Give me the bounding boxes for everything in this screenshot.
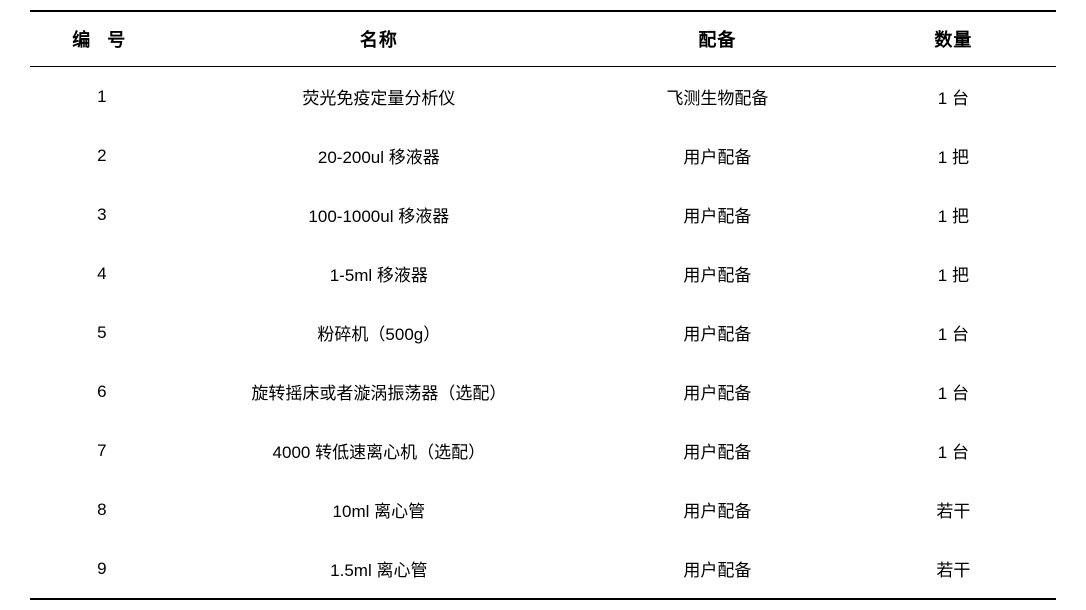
cell-equip: 用户配备 bbox=[584, 244, 851, 303]
cell-id: 3 bbox=[30, 185, 174, 244]
cell-id: 9 bbox=[30, 539, 174, 599]
col-header-id: 编 号 bbox=[30, 11, 174, 67]
col-header-equip: 配备 bbox=[584, 11, 851, 67]
cell-qty: 若干 bbox=[851, 480, 1056, 539]
cell-name: 4000 转低速离心机（选配） bbox=[174, 421, 584, 480]
cell-name: 1-5ml 移液器 bbox=[174, 244, 584, 303]
table-row: 5 粉碎机（500g） 用户配备 1 台 bbox=[30, 303, 1056, 362]
cell-qty: 1 把 bbox=[851, 185, 1056, 244]
cell-name: 粉碎机（500g） bbox=[174, 303, 584, 362]
table-row: 2 20-200ul 移液器 用户配备 1 把 bbox=[30, 126, 1056, 185]
cell-name: 旋转摇床或者漩涡振荡器（选配） bbox=[174, 362, 584, 421]
cell-name: 20-200ul 移液器 bbox=[174, 126, 584, 185]
table-row: 9 1.5ml 离心管 用户配备 若干 bbox=[30, 539, 1056, 599]
cell-id: 2 bbox=[30, 126, 174, 185]
cell-qty: 1 台 bbox=[851, 303, 1056, 362]
cell-equip: 飞测生物配备 bbox=[584, 67, 851, 127]
cell-qty: 若干 bbox=[851, 539, 1056, 599]
cell-equip: 用户配备 bbox=[584, 303, 851, 362]
cell-equip: 用户配备 bbox=[584, 185, 851, 244]
table-row: 4 1-5ml 移液器 用户配备 1 把 bbox=[30, 244, 1056, 303]
cell-id: 8 bbox=[30, 480, 174, 539]
table-header-row: 编 号 名称 配备 数量 bbox=[30, 11, 1056, 67]
cell-id: 6 bbox=[30, 362, 174, 421]
col-header-name: 名称 bbox=[174, 11, 584, 67]
cell-equip: 用户配备 bbox=[584, 421, 851, 480]
equipment-table: 编 号 名称 配备 数量 1 荧光免疫定量分析仪 飞测生物配备 1 台 2 20… bbox=[30, 10, 1056, 600]
cell-equip: 用户配备 bbox=[584, 126, 851, 185]
cell-id: 4 bbox=[30, 244, 174, 303]
cell-equip: 用户配备 bbox=[584, 539, 851, 599]
col-header-qty: 数量 bbox=[851, 11, 1056, 67]
cell-qty: 1 把 bbox=[851, 244, 1056, 303]
cell-qty: 1 台 bbox=[851, 421, 1056, 480]
table-row: 1 荧光免疫定量分析仪 飞测生物配备 1 台 bbox=[30, 67, 1056, 127]
cell-qty: 1 台 bbox=[851, 67, 1056, 127]
cell-qty: 1 台 bbox=[851, 362, 1056, 421]
table-row: 3 100-1000ul 移液器 用户配备 1 把 bbox=[30, 185, 1056, 244]
cell-equip: 用户配备 bbox=[584, 362, 851, 421]
cell-equip: 用户配备 bbox=[584, 480, 851, 539]
table-row: 7 4000 转低速离心机（选配） 用户配备 1 台 bbox=[30, 421, 1056, 480]
cell-id: 7 bbox=[30, 421, 174, 480]
cell-name: 10ml 离心管 bbox=[174, 480, 584, 539]
cell-name: 1.5ml 离心管 bbox=[174, 539, 584, 599]
cell-name: 荧光免疫定量分析仪 bbox=[174, 67, 584, 127]
table-row: 8 10ml 离心管 用户配备 若干 bbox=[30, 480, 1056, 539]
cell-qty: 1 把 bbox=[851, 126, 1056, 185]
cell-id: 1 bbox=[30, 67, 174, 127]
cell-id: 5 bbox=[30, 303, 174, 362]
table-row: 6 旋转摇床或者漩涡振荡器（选配） 用户配备 1 台 bbox=[30, 362, 1056, 421]
cell-name: 100-1000ul 移液器 bbox=[174, 185, 584, 244]
